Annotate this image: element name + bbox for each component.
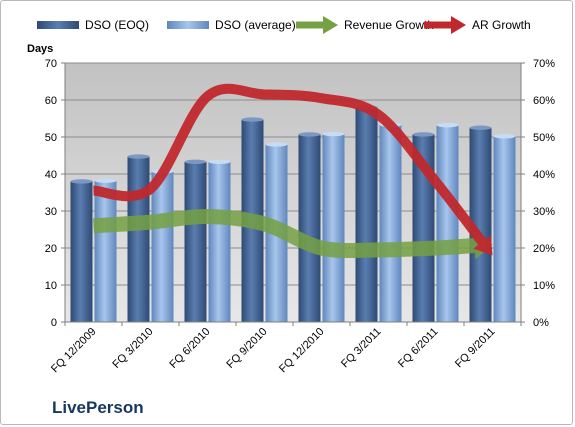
legend-label: DSO (average): [215, 18, 296, 32]
y2-tick-label: 30%: [533, 206, 555, 218]
bar-top-dso-average-5: [322, 131, 345, 137]
bar-top-dso-average-7: [436, 122, 459, 128]
y2-tick-label: 0%: [533, 317, 549, 329]
bar-top-dso-eoq-2: [127, 154, 150, 159]
y2-tick-label: 10%: [533, 280, 555, 292]
bar-dso-eoq-2: [127, 156, 150, 322]
bar-dso-eoq-1: [70, 181, 93, 322]
y-tick-label: 60: [45, 95, 57, 107]
legend-item-revenue-growth: Revenue Growth: [296, 16, 434, 34]
bar-top-dso-eoq-1: [70, 179, 93, 184]
brand-label: LivePerson: [52, 398, 144, 417]
y2-tick-label: 40%: [533, 169, 555, 181]
bar-dso-average-7: [436, 125, 459, 322]
legend-label: DSO (EOQ): [85, 18, 149, 32]
y2-tick-label: 50%: [533, 132, 555, 144]
y-tick-label: 30: [45, 206, 57, 218]
bar-dso-eoq-6: [355, 107, 378, 323]
bar-top-dso-eoq-5: [298, 132, 321, 137]
x-tick-label: FQ 3/2010: [110, 326, 155, 371]
x-tick-label: FQ 6/2011: [396, 326, 441, 371]
y-tick-label: 50: [45, 132, 57, 144]
legend-arrow-head: [451, 16, 466, 34]
legend-item-ar-growth: AR Growth: [424, 16, 531, 34]
y-tick-label: 10: [45, 280, 57, 292]
bar-dso-eoq-5: [298, 134, 321, 322]
series-line-ar-growth: [93, 83, 487, 245]
bar-top-dso-eoq-8: [469, 125, 492, 130]
y-tick-label: 40: [45, 169, 57, 181]
bar-top-dso-average-4: [265, 142, 288, 147]
legend-item-dso-eoq: DSO (EOQ): [37, 18, 149, 32]
growth-lines: [93, 83, 493, 260]
bar-top-dso-average-1: [94, 178, 117, 183]
x-tick-label: FQ 12/2010: [277, 326, 327, 376]
bar-top-dso-eoq-3: [184, 159, 207, 164]
bar-dso-eoq-3: [184, 161, 207, 322]
legend-swatch: [37, 21, 79, 29]
legend-swatch: [167, 21, 209, 29]
bar-dso-average-3: [208, 161, 231, 322]
y-tick-label: 20: [45, 243, 57, 255]
x-tick-label: FQ 9/2010: [224, 326, 269, 371]
legend: DSO (EOQ) DSO (average) Revenue Growth AR G…: [37, 16, 531, 34]
x-tick-label: FQ 12/2009: [49, 326, 99, 376]
bar-dso-average-1: [94, 180, 117, 322]
y-tick-label: 70: [45, 58, 57, 70]
bars: [70, 105, 516, 323]
y-tick-label: 0: [51, 317, 57, 329]
y-axis-label: Days: [27, 43, 53, 55]
legend-label: Revenue Growth: [344, 18, 434, 32]
bar-dso-average-2: [151, 171, 174, 322]
bar-dso-average-6: [379, 124, 402, 322]
bar-top-dso-eoq-7: [412, 132, 435, 137]
x-tick-label: FQ 9/2011: [453, 326, 498, 371]
legend-label: AR Growth: [472, 18, 531, 32]
y2-tick-label: 20%: [533, 243, 555, 255]
legend-item-dso-average: DSO (average): [167, 18, 296, 32]
arrowhead-ar-growth: [473, 235, 493, 256]
y2-tick-label: 60%: [533, 95, 555, 107]
bar-dso-eoq-8: [469, 127, 492, 322]
series-line-revenue-growth: [93, 209, 476, 259]
bar-top-dso-average-3: [208, 159, 231, 164]
bar-top-dso-eoq-4: [241, 117, 264, 122]
bar-top-dso-average-8: [493, 134, 516, 139]
bar-dso-average-5: [322, 134, 345, 322]
x-tick-label: FQ 3/2011: [339, 326, 384, 371]
bar-dso-eoq-7: [412, 134, 435, 322]
y2-tick-label: 70%: [533, 58, 555, 70]
legend-arrow-head: [323, 16, 338, 34]
x-tick-label: FQ 6/2010: [167, 326, 212, 371]
bar-dso-average-8: [493, 136, 516, 322]
